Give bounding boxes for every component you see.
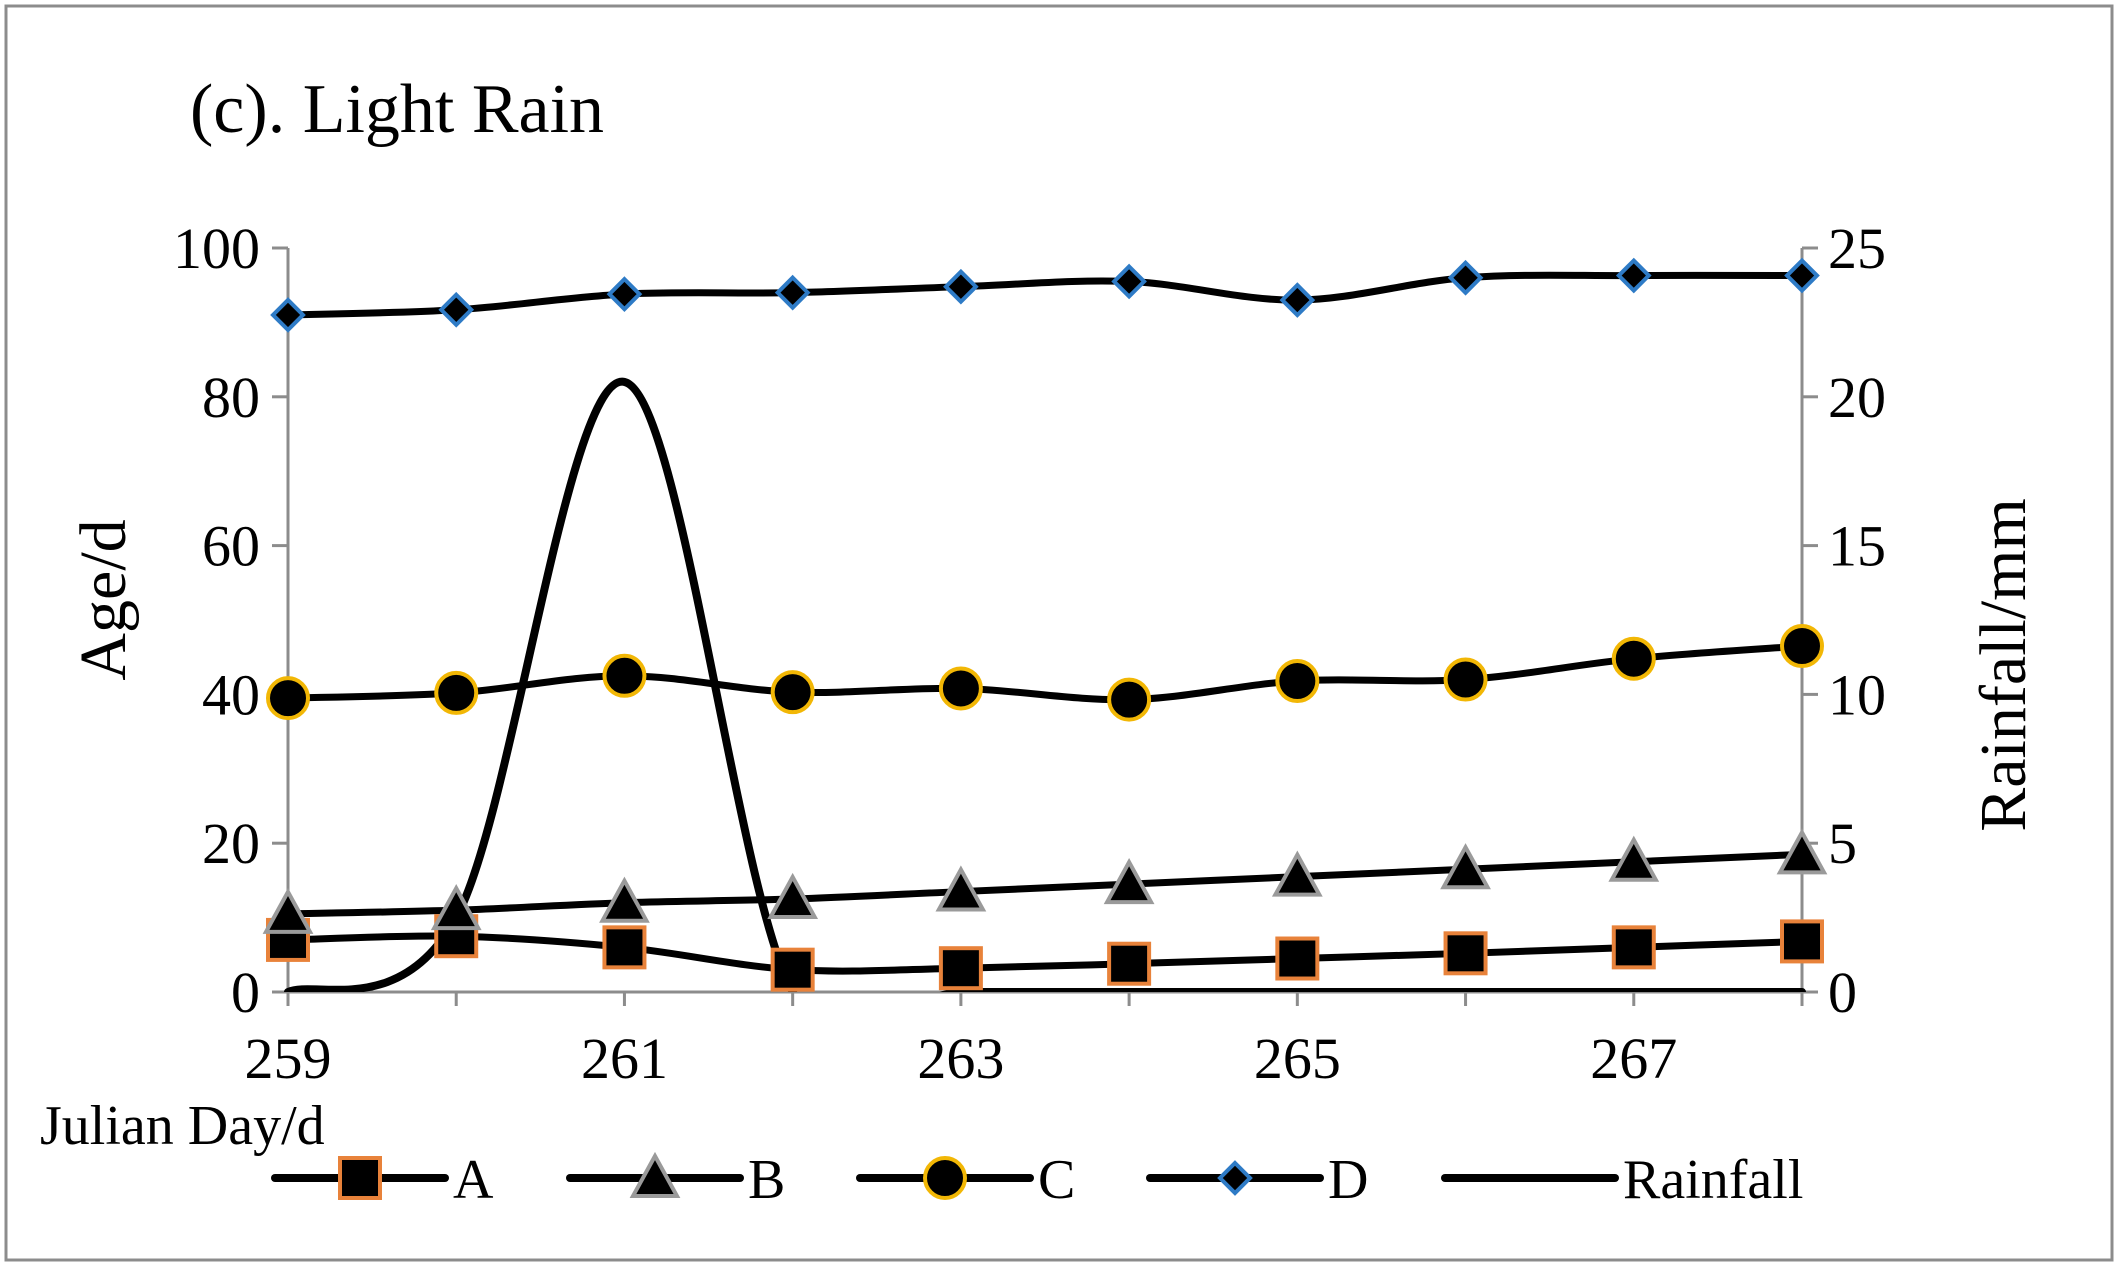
data-point-d: [1447, 259, 1484, 296]
data-point-d: [1784, 257, 1820, 294]
data-point-b: [1776, 828, 1828, 875]
data-point-d: [270, 297, 306, 333]
y2-tick-label: 0: [1828, 960, 1857, 1025]
data-point-d: [606, 276, 643, 312]
y-tick-label: 40: [202, 662, 260, 727]
x-tick-label: 265: [1254, 1026, 1341, 1091]
left-y-ticks: 0 20 40 60 80 100: [173, 216, 288, 1025]
y2-tick-label: 25: [1828, 216, 1886, 281]
data-point-a: [1107, 941, 1152, 986]
y2-tick-label: 10: [1828, 662, 1886, 727]
data-point-a: [770, 947, 815, 992]
y-tick-label: 0: [231, 960, 260, 1025]
y2-tick-label: 20: [1828, 365, 1886, 430]
x-ticks: 259 261 263 265 267: [245, 992, 1804, 1091]
x-tick-label: 267: [1590, 1026, 1677, 1091]
data-point-c: [1611, 636, 1656, 681]
data-point-c: [1275, 659, 1320, 704]
data-point-a: [1275, 936, 1320, 981]
y2-tick-label: 15: [1828, 514, 1886, 579]
data-point-c: [1780, 624, 1824, 669]
right-y-ticks: 0 5 10 15 20 25: [1802, 216, 1886, 1025]
legend-item-rainfall: Rainfall: [1441, 1149, 1803, 1211]
data-point-d: [1279, 282, 1316, 318]
data-point-b: [1103, 857, 1155, 905]
data-point-b: [1271, 850, 1323, 897]
legend-marker-b: [629, 1151, 681, 1198]
legend-label: B: [748, 1149, 785, 1211]
data-point-c: [938, 666, 983, 711]
y2-axis-label: Rainfall/mm: [1967, 498, 2040, 832]
series-line-d: [284, 271, 1806, 319]
x-tick-label: 263: [917, 1026, 1004, 1091]
legend-marker-a: [338, 1156, 382, 1200]
data-point-a: [938, 946, 983, 991]
legend-label: Rainfall: [1623, 1149, 1803, 1211]
data-point-d: [943, 268, 979, 305]
y-tick-label: 20: [202, 811, 260, 876]
chart-frame: [4, 4, 2114, 1262]
data-point-c: [1443, 657, 1488, 702]
series-line-c: [284, 642, 1806, 704]
data-point-d: [1615, 257, 1652, 294]
x-tick-label: 259: [245, 1026, 332, 1091]
data-point-c: [770, 670, 815, 715]
series-line-b: [284, 850, 1806, 918]
data-point-b: [430, 884, 482, 931]
data-point-c: [602, 653, 647, 698]
legend-item-c: C: [856, 1149, 1075, 1211]
data-point-d: [438, 291, 475, 328]
data-point-c: [266, 676, 310, 721]
y-axis-label: Age/d: [67, 519, 140, 680]
data-point-a: [1443, 931, 1488, 976]
data-point-c: [1107, 677, 1152, 722]
legend-label: D: [1328, 1149, 1368, 1211]
data-point-b: [767, 872, 819, 919]
y2-tick-label: 5: [1828, 811, 1857, 876]
series-line-rainfall: [284, 377, 1806, 992]
y-tick-label: 60: [202, 514, 260, 579]
series-markers: [262, 257, 1828, 992]
series-line-a: [284, 932, 1806, 975]
legend-label: A: [453, 1149, 494, 1211]
data-point-a: [1780, 919, 1824, 964]
data-point-a: [602, 925, 647, 970]
legend-marker-c: [923, 1156, 967, 1200]
data-point-b: [935, 865, 987, 912]
data-point-d: [1111, 263, 1147, 300]
y-tick-label: 80: [202, 365, 260, 430]
y-tick-label: 100: [173, 216, 260, 281]
legend: A B C D Rainfall: [271, 1149, 1803, 1211]
data-point-c: [434, 670, 479, 715]
data-point-d: [774, 274, 811, 311]
legend-label: C: [1038, 1149, 1075, 1211]
legend-item-d: D: [1146, 1149, 1368, 1211]
data-point-b: [599, 876, 650, 923]
data-point-b: [1440, 843, 1491, 890]
legend-item-b: B: [566, 1149, 785, 1211]
series-lines: [284, 271, 1806, 992]
chart-title: (c). Light Rain: [190, 71, 604, 148]
legend-marker-d: [1217, 1160, 1253, 1196]
data-point-b: [262, 887, 314, 934]
x-tick-label: 261: [581, 1026, 668, 1091]
x-axis-label: Julian Day/d: [40, 1095, 325, 1157]
legend-item-a: A: [271, 1149, 494, 1211]
data-point-a: [1611, 925, 1656, 970]
data-point-b: [1608, 835, 1660, 882]
